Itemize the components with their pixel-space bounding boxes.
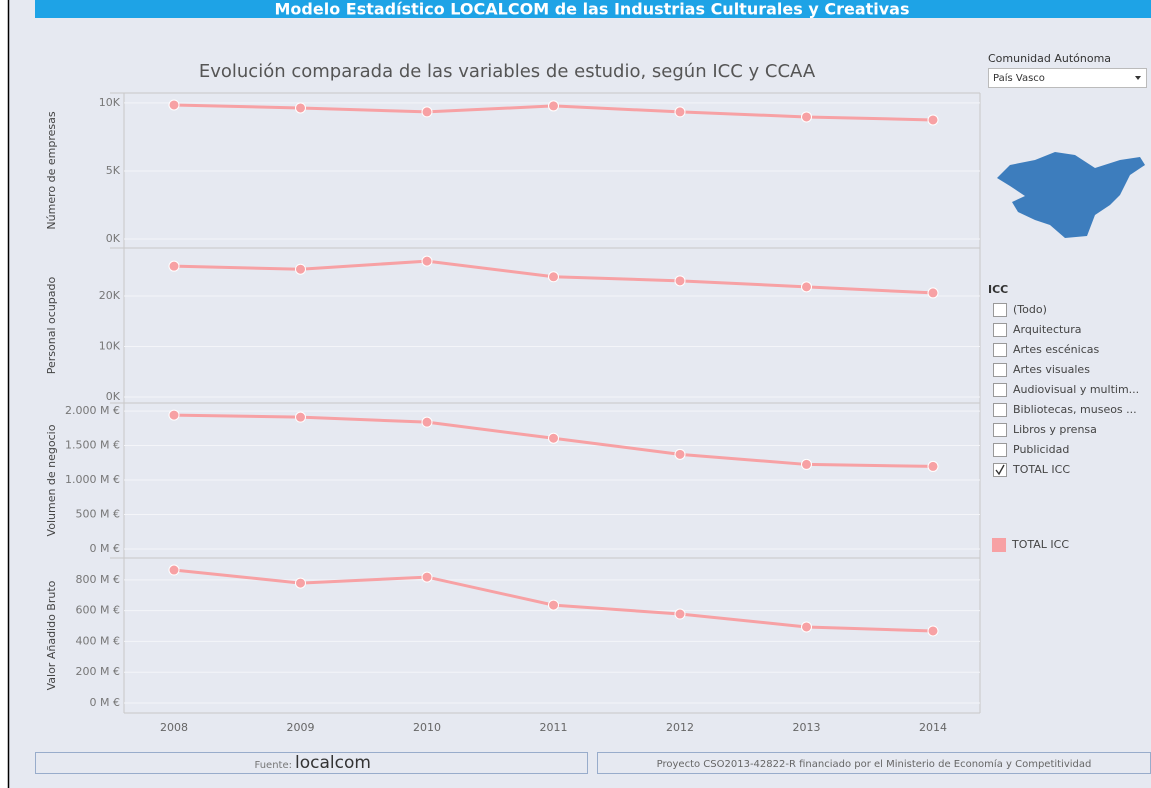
footer-box: [35, 752, 588, 774]
data-point: [421, 106, 433, 118]
x-tick-label: 2009: [287, 721, 315, 734]
x-tick-label: 2011: [540, 721, 568, 734]
data-point: [168, 564, 180, 576]
data-point: [295, 411, 306, 423]
checkbox-label[interactable]: Audiovisual y multim...: [1013, 383, 1139, 396]
data-point: [421, 255, 433, 267]
banner-title: Modelo Estadístico LOCALCOM de las Indus…: [275, 0, 910, 19]
project-note: Proyecto CSO2013-42822-R financiado por …: [657, 758, 1092, 770]
checkbox-label[interactable]: Bibliotecas, museos ...: [1013, 403, 1137, 416]
checkbox-label[interactable]: Artes escénicas: [1013, 343, 1099, 356]
data-point: [548, 432, 559, 444]
y-tick-label: 2.000 M €: [65, 404, 120, 417]
legend-swatch: [992, 538, 1006, 552]
y-tick-label: 5K: [106, 164, 121, 177]
data-point: [927, 287, 939, 299]
data-point: [421, 416, 433, 428]
data-point: [295, 102, 306, 114]
checkbox[interactable]: [993, 423, 1007, 437]
x-tick-label: 2012: [666, 721, 694, 734]
checkbox-label[interactable]: Publicidad: [1013, 443, 1069, 456]
legend-label: TOTAL ICC: [1011, 538, 1069, 551]
checkbox-label[interactable]: Artes visuales: [1013, 363, 1090, 376]
data-point: [548, 599, 559, 611]
source-logo: localcom: [295, 753, 371, 773]
x-tick-label: 2010: [413, 721, 441, 734]
checkbox-label[interactable]: TOTAL ICC: [1012, 463, 1070, 476]
data-point: [168, 260, 180, 272]
y-tick-label: 0K: [106, 232, 121, 245]
y-tick-label: 200 M €: [76, 665, 120, 678]
data-point: [927, 625, 939, 637]
checkbox[interactable]: [993, 383, 1007, 397]
y-tick-label: 800 M €: [76, 573, 120, 586]
data-point: [801, 111, 812, 123]
chart-title: Evolución comparada de las variables de …: [199, 61, 816, 82]
data-point: [674, 608, 686, 620]
checkbox[interactable]: [993, 303, 1007, 317]
region-map[interactable]: [997, 152, 1145, 238]
data-point: [168, 409, 180, 421]
x-tick-label: 2008: [160, 721, 188, 734]
data-point: [801, 281, 812, 293]
data-point: [674, 106, 686, 118]
y-tick-label: 0 M €: [90, 542, 120, 555]
data-point: [674, 275, 686, 287]
data-point: [927, 114, 939, 126]
data-point: [295, 263, 306, 275]
checkbox-label[interactable]: (Todo): [1013, 303, 1047, 316]
y-tick-label: 1.500 M €: [65, 439, 120, 452]
data-point: [548, 271, 559, 283]
banner: [35, 0, 1151, 18]
checkbox[interactable]: [993, 363, 1007, 377]
data-point: [168, 99, 180, 111]
y-tick-label: 1.000 M €: [65, 473, 120, 486]
data-point: [927, 460, 939, 472]
y-tick-label: 600 M €: [76, 604, 120, 617]
y-axis-title: Volumen de negocio: [45, 424, 58, 536]
y-axis-title: Número de empresas: [45, 111, 58, 229]
dropdown-arrow[interactable]: [1135, 76, 1141, 80]
y-axis-title: Valor Añadido Bruto: [45, 580, 58, 690]
checkbox[interactable]: [993, 343, 1007, 357]
data-point: [674, 448, 686, 460]
filter-label: ICC: [988, 283, 1008, 296]
y-tick-label: 0 M €: [90, 696, 120, 709]
checkbox[interactable]: [993, 403, 1007, 417]
data-point: [801, 458, 812, 470]
y-tick-label: 10K: [99, 339, 121, 352]
filter-label: Comunidad Autónoma: [988, 52, 1111, 65]
y-tick-label: 500 M €: [76, 507, 120, 520]
y-tick-label: 0K: [106, 390, 121, 403]
y-tick-label: 400 M €: [76, 634, 120, 647]
x-tick-label: 2014: [919, 721, 947, 734]
dropdown-value[interactable]: País Vasco: [993, 72, 1045, 84]
source-label: Fuente:: [255, 760, 292, 771]
x-tick-label: 2013: [793, 721, 821, 734]
checkbox-label[interactable]: Libros y prensa: [1013, 423, 1097, 436]
y-axis-title: Personal ocupado: [45, 277, 58, 375]
checkbox[interactable]: [993, 443, 1007, 457]
y-tick-label: 10K: [99, 96, 121, 109]
data-point: [801, 621, 812, 633]
data-point: [548, 100, 559, 112]
footer-box: [597, 752, 1151, 774]
checkbox-label[interactable]: Arquitectura: [1013, 323, 1082, 336]
y-tick-label: 20K: [99, 289, 121, 302]
checkmark[interactable]: [995, 464, 1005, 476]
data-point: [421, 571, 433, 583]
checkbox[interactable]: [993, 323, 1007, 337]
dropdown[interactable]: [988, 68, 1147, 88]
background: [9, 0, 1151, 788]
data-point: [295, 577, 306, 589]
